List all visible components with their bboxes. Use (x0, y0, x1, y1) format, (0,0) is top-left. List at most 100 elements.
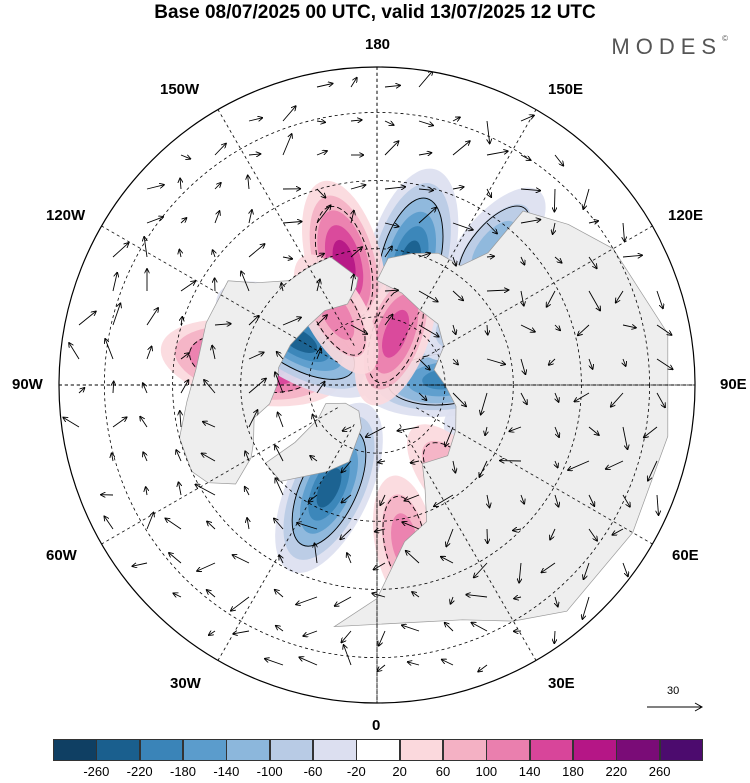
wind-arrow (146, 487, 147, 496)
wind-arrow (452, 117, 460, 121)
wind-arrow (265, 659, 284, 666)
reference-vector-label: 30 (667, 685, 680, 697)
wind-arrow (418, 153, 431, 155)
wind-arrow (247, 518, 249, 530)
wind-arrow (249, 210, 252, 224)
wind-arrow (442, 660, 454, 666)
wind-arrow (487, 120, 490, 143)
wind-arrow (588, 426, 599, 435)
lon-label-30w: 30W (170, 675, 201, 692)
wind-arrow (411, 461, 420, 463)
wind-arrow (214, 183, 221, 190)
wind-arrow (277, 352, 284, 360)
brand-logo: MODES© (611, 34, 728, 59)
wind-arrow (317, 280, 320, 292)
wind-arrow (648, 460, 658, 481)
wind-arrow (453, 324, 456, 334)
wind-arrow (486, 290, 508, 291)
wind-arrow (282, 106, 296, 122)
wind-arrow (445, 426, 454, 446)
wind-arrow (140, 417, 148, 428)
wind-arrow (554, 154, 563, 166)
globe-border (58, 66, 696, 704)
wind-arrow (520, 154, 531, 160)
wind-arrow (554, 426, 559, 437)
wind-arrow (554, 256, 562, 263)
wind-arrow (453, 256, 456, 266)
wind-arrow (112, 243, 129, 258)
colorbar-swatch (313, 739, 357, 761)
colorbar-tick-label: 180 (562, 764, 584, 779)
wind-arrow (549, 358, 556, 365)
wind-arrow (584, 562, 590, 579)
wind-arrow (408, 662, 420, 665)
wind-arrow (112, 453, 113, 462)
wind-arrow (384, 85, 400, 87)
wind-arrow (375, 529, 386, 532)
colorbar-swatch (573, 739, 617, 761)
wind-arrow (441, 557, 454, 564)
wind-arrow (316, 254, 324, 257)
wind-arrow (622, 426, 628, 449)
wind-arrow (588, 256, 597, 268)
wind-arrow (248, 410, 258, 428)
wind-arrow (169, 553, 182, 564)
wind-arrow (520, 220, 540, 224)
wind-arrow (78, 311, 96, 326)
wind-arrow (245, 451, 250, 462)
wind-arrow (574, 392, 590, 402)
wind-arrow (466, 595, 488, 597)
positive-anomaly (354, 262, 437, 406)
wind-arrow (520, 392, 527, 404)
wind-arrow (418, 71, 433, 88)
wind-arrow (146, 347, 152, 360)
colorbar-swatch (399, 739, 444, 761)
wind-arrow (341, 630, 352, 642)
wind-arrow (180, 380, 188, 394)
lon-label-0: 0 (372, 717, 381, 734)
wind-arrow (554, 494, 559, 507)
lon-label-150w: 150W (160, 81, 200, 98)
lon-label-120w: 120W (46, 207, 86, 224)
colorbar-tick-label: -60 (303, 764, 323, 779)
wind-arrow (146, 185, 164, 190)
wind-arrow (180, 281, 195, 292)
wind-arrow (578, 324, 590, 335)
lon-label-30e: 30E (548, 675, 575, 692)
wind-arrow (316, 205, 331, 224)
wind-arrow (303, 630, 318, 636)
wind-arrow (278, 413, 284, 428)
wind-arrow (143, 383, 148, 394)
wind-arrow (248, 176, 249, 190)
wind-arrow (486, 256, 494, 257)
wind-arrow (520, 115, 534, 122)
wind-arrow (296, 596, 318, 605)
wind-arrow (248, 352, 264, 360)
wind-arrow (214, 211, 220, 224)
wind-arrow (446, 528, 454, 546)
colorbar-tick-label: -180 (169, 764, 197, 779)
wind-arrow (611, 392, 624, 407)
wind-arrow (418, 290, 438, 302)
wind-arrow (550, 528, 556, 540)
wind-arrow (282, 257, 292, 259)
wind-arrow (612, 528, 624, 535)
wind-arrow (212, 346, 215, 360)
wind-arrow (379, 630, 386, 646)
wind-arrow (180, 411, 181, 428)
wind-arrow (297, 523, 318, 530)
wind-arrow (486, 222, 497, 234)
wind-arrow (202, 453, 216, 462)
wind-arrow (274, 519, 284, 530)
wind-arrow (308, 494, 318, 502)
wind-arrow (445, 623, 454, 632)
colorbar-swatch (356, 739, 401, 761)
wind-arrow (520, 324, 535, 332)
colorbar-swatch (226, 739, 271, 761)
wind-arrow (113, 382, 114, 394)
wind-arrow (554, 630, 555, 643)
wind-arrow (316, 151, 327, 156)
colorbar-swatch (53, 739, 97, 761)
wind-arrow (282, 317, 301, 326)
